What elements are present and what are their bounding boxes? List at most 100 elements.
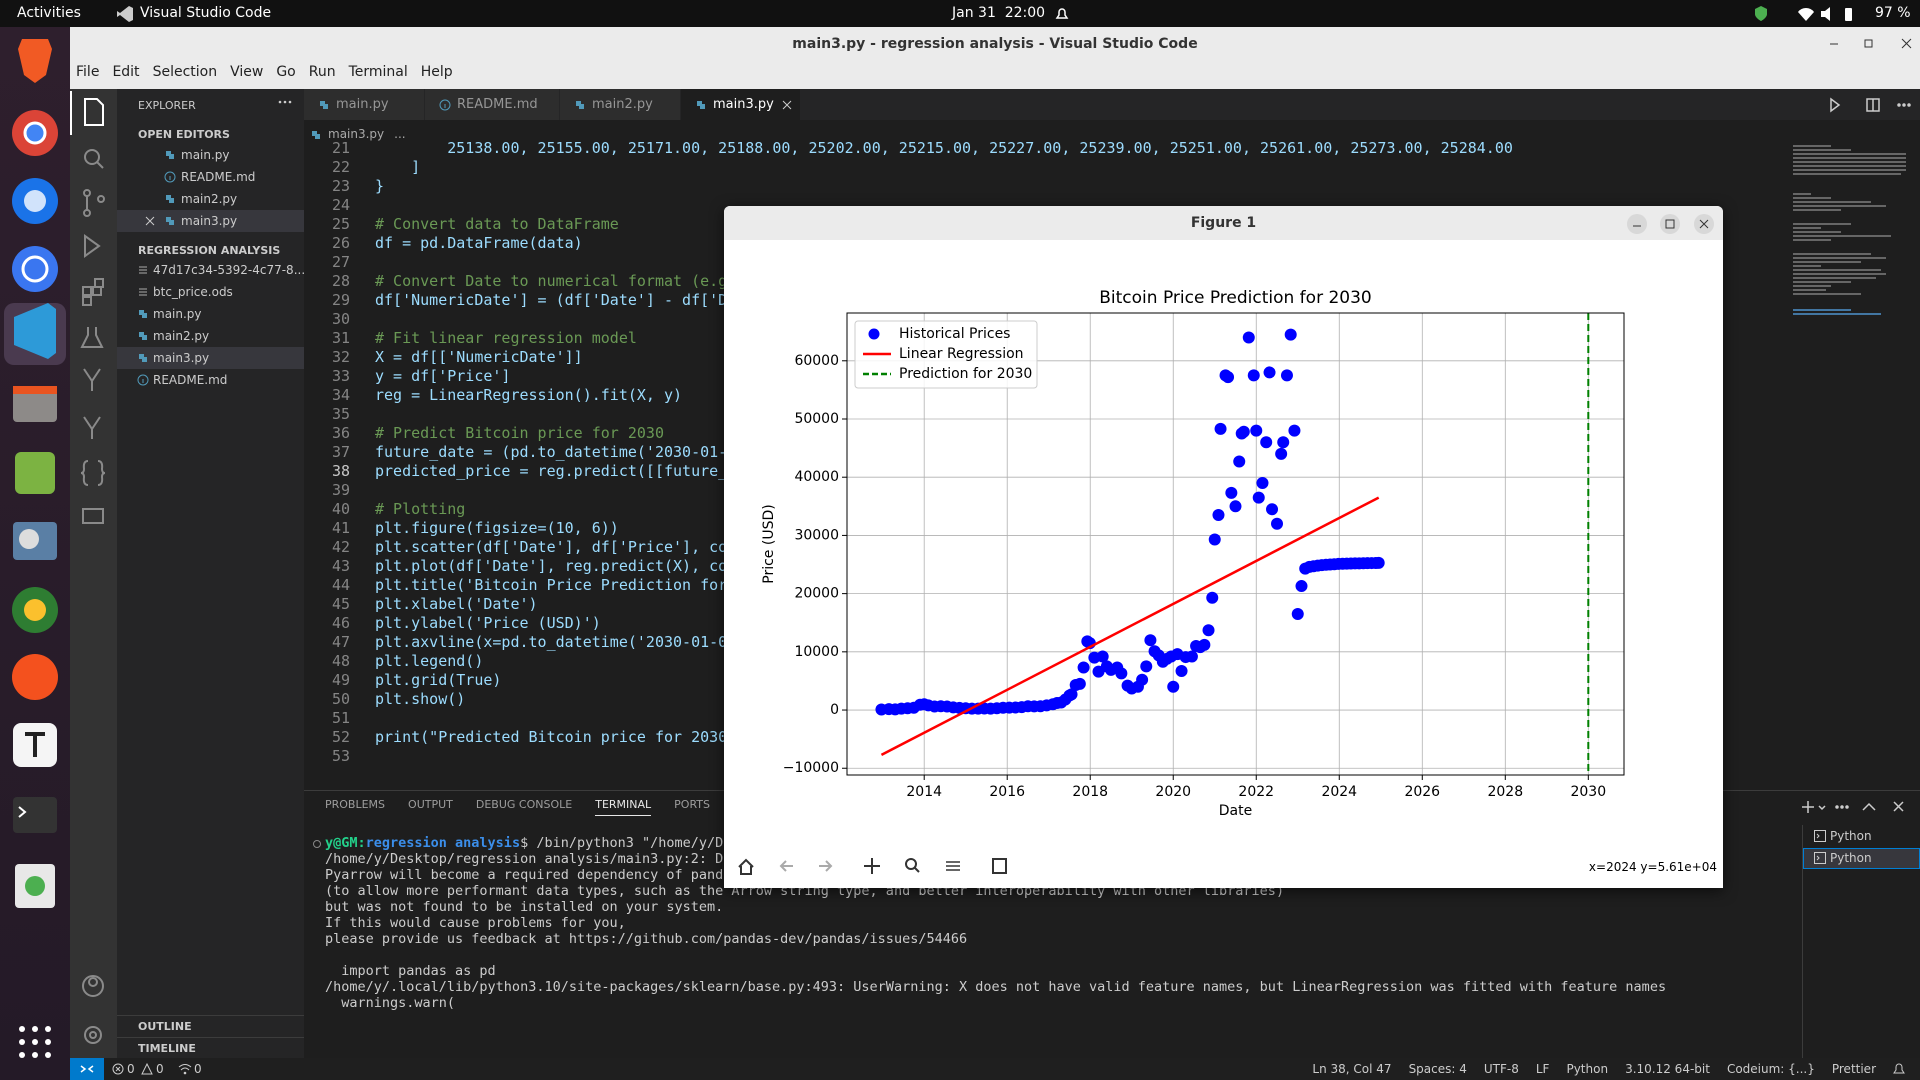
- panel-tab[interactable]: PORTS: [674, 798, 710, 811]
- section-title[interactable]: OPEN EDITORS: [138, 128, 230, 141]
- json-icon[interactable]: [80, 460, 106, 486]
- panel-tab[interactable]: TERMINAL: [595, 798, 652, 816]
- open-editor[interactable]: main2.py: [181, 192, 238, 206]
- menu-item[interactable]: Terminal: [348, 64, 408, 80]
- error-count[interactable]: 0: [127, 1062, 135, 1076]
- status-item[interactable]: Spaces: 4: [1408, 1062, 1467, 1076]
- status-item[interactable]: LF: [1535, 1062, 1550, 1076]
- scm-icon[interactable]: [83, 189, 91, 197]
- breadcrumb-item[interactable]: ...: [394, 127, 406, 141]
- open-editor[interactable]: README.md: [181, 170, 256, 184]
- menu-item[interactable]: Edit: [112, 64, 140, 80]
- dock-icon[interactable]: [13, 797, 57, 833]
- save-button[interactable]: [992, 858, 1007, 874]
- explorer-icon[interactable]: [84, 98, 104, 126]
- file[interactable]: main.py: [153, 307, 202, 321]
- file[interactable]: 47d17c34-5392-4c77-8...: [153, 263, 306, 277]
- app-name[interactable]: Visual Studio Code: [140, 5, 272, 21]
- data-point: [1372, 556, 1385, 569]
- tab-label[interactable]: main2.py: [592, 97, 653, 112]
- dock-icon[interactable]: [13, 386, 57, 422]
- tab[interactable]: main2.py: [560, 89, 681, 120]
- open-editor[interactable]: main.py: [181, 148, 230, 162]
- menu-item[interactable]: File: [76, 64, 100, 80]
- account-icon[interactable]: [82, 975, 104, 997]
- tab[interactable]: main.py: [304, 89, 425, 120]
- file[interactable]: README.md: [153, 373, 228, 387]
- git-graph-icon[interactable]: [83, 416, 101, 439]
- ports-count[interactable]: 0: [194, 1062, 202, 1076]
- forward-button[interactable]: [819, 860, 833, 872]
- x-tick-label: 2030: [1570, 784, 1606, 800]
- dock-icon[interactable]: [18, 39, 52, 83]
- menu-item[interactable]: Selection: [152, 64, 218, 80]
- terminal: y@GM:regression analysis$ /bin/python3 "…: [325, 835, 1666, 1011]
- tab[interactable]: README.md: [425, 89, 560, 120]
- battery[interactable]: 97 %: [1875, 5, 1911, 21]
- menu-item[interactable]: Help: [420, 64, 453, 80]
- panel-tab[interactable]: PROBLEMS: [325, 798, 386, 811]
- tab[interactable]: main3.py: [681, 89, 801, 120]
- remote-icon[interactable]: [82, 508, 104, 524]
- status-item[interactable]: UTF-8: [1483, 1062, 1519, 1076]
- data-point: [1277, 436, 1290, 449]
- panel-actions[interactable]: [1799, 797, 1919, 817]
- status-item[interactable]: Codeium: {...}: [1726, 1062, 1815, 1076]
- remote-button[interactable]: [70, 1058, 104, 1080]
- panel-tab[interactable]: OUTPUT: [408, 798, 453, 811]
- window-controls[interactable]: [1820, 33, 1920, 55]
- clock[interactable]: Jan 31 22:00: [952, 5, 1046, 21]
- activities[interactable]: Activities: [17, 5, 81, 21]
- settings-icon[interactable]: [84, 1026, 102, 1044]
- x-tick-label: 2026: [1404, 784, 1440, 800]
- bell-icon[interactable]: [1892, 1062, 1906, 1076]
- status-item[interactable]: Prettier: [1831, 1062, 1876, 1076]
- app-grid[interactable]: [19, 1026, 51, 1058]
- search-icon[interactable]: [84, 149, 100, 165]
- git-icon[interactable]: [83, 368, 101, 391]
- more-icon[interactable]: [277, 93, 293, 113]
- breadcrumb-item[interactable]: main3.py: [328, 127, 385, 141]
- status-item[interactable]: Python: [1566, 1062, 1609, 1076]
- terminal-shell[interactable]: Python: [1830, 829, 1872, 843]
- line-number: 51: [331, 709, 350, 727]
- menu-item[interactable]: Go: [276, 64, 296, 80]
- panel-tab[interactable]: DEBUG CONSOLE: [475, 798, 573, 811]
- line-number: 23: [331, 177, 350, 195]
- extensions-icon[interactable]: [82, 286, 92, 296]
- section-title[interactable]: TIMELINE: [138, 1042, 196, 1055]
- close-icon[interactable]: [782, 100, 792, 110]
- testing-icon[interactable]: [80, 327, 104, 348]
- menu-item[interactable]: View: [230, 64, 264, 80]
- tab-label[interactable]: main.py: [336, 97, 389, 112]
- section-title[interactable]: OUTLINE: [138, 1020, 192, 1033]
- zoom-button[interactable]: [905, 858, 917, 870]
- editor-actions[interactable]: [1824, 96, 1920, 114]
- terminal-shell[interactable]: Python: [1830, 851, 1872, 865]
- configure-button[interactable]: [946, 861, 960, 871]
- code-line: y = df['Price']: [375, 367, 511, 385]
- status-item[interactable]: 3.10.12 64-bit: [1625, 1062, 1710, 1076]
- pan-button[interactable]: [864, 858, 880, 874]
- dock-icon[interactable]: [15, 452, 55, 494]
- file[interactable]: btc_price.ods: [153, 285, 233, 299]
- tab-label[interactable]: main3.py: [713, 97, 774, 112]
- menu-item[interactable]: Run: [308, 64, 336, 80]
- back-button[interactable]: [779, 860, 793, 872]
- dock-icon[interactable]: [14, 303, 56, 359]
- dock-icon[interactable]: [12, 246, 58, 292]
- tab-label[interactable]: README.md: [457, 97, 538, 112]
- warning-count[interactable]: 0: [156, 1062, 164, 1076]
- figure-controls[interactable]: [1624, 212, 1720, 236]
- file[interactable]: main2.py: [153, 329, 210, 343]
- code-line: # Convert data to DataFrame: [375, 215, 619, 233]
- dock-icon[interactable]: [12, 654, 58, 700]
- run-icon[interactable]: [84, 234, 101, 258]
- home-button[interactable]: [738, 858, 754, 875]
- section-title[interactable]: REGRESSION ANALYSIS: [138, 244, 281, 257]
- open-editor[interactable]: main3.py: [181, 214, 238, 228]
- close-icon[interactable]: [145, 216, 155, 226]
- status-item[interactable]: Ln 38, Col 47: [1312, 1062, 1392, 1076]
- file[interactable]: main3.py: [153, 351, 210, 365]
